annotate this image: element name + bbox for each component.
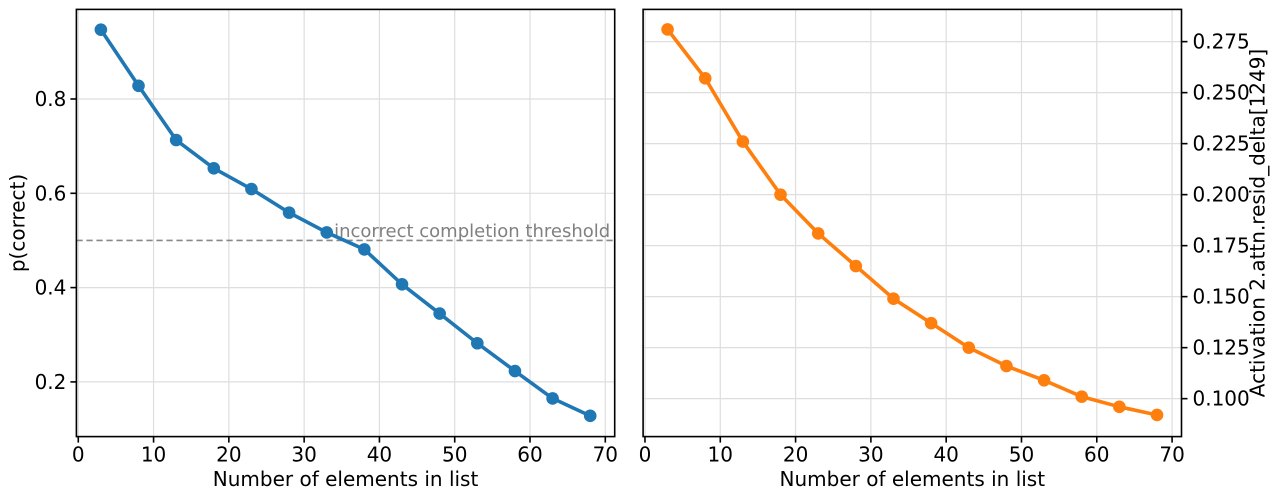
- x-tick-label: 50: [1009, 443, 1034, 467]
- threshold-label: incorrect completion threshold: [334, 221, 610, 242]
- series-line: [99, 27, 593, 418]
- data-point: [433, 307, 446, 320]
- y-tick-label: 0.250: [1193, 81, 1250, 105]
- y-tick-label: 0.100: [1193, 387, 1250, 411]
- data-point: [736, 135, 750, 148]
- x-tick-label: 50: [442, 443, 467, 467]
- x-tick-label: 30: [858, 443, 883, 467]
- x-tick-label: 40: [367, 443, 392, 467]
- data-point: [661, 23, 674, 36]
- right-chart: 0 10 20 30 40 50 60 70 0.100 0.125 0.150 0.175 0.200…: [639, 8, 1270, 491]
- x-tick-label: 70: [593, 443, 618, 467]
- data-point: [698, 72, 712, 85]
- x-axis-label: Number of elements in list: [780, 467, 1046, 491]
- data-point: [1113, 400, 1126, 414]
- data-point: [887, 292, 900, 305]
- data-point: [471, 336, 484, 350]
- x-axis-label: Number of elements in list: [213, 467, 479, 491]
- y-tick-label: 0.6: [35, 181, 67, 205]
- y-tick-label: 0.125: [1193, 336, 1250, 360]
- x-tick-label: 20: [783, 443, 808, 467]
- data-point: [358, 243, 371, 256]
- data-point: [508, 364, 522, 378]
- y-tick-label: 0.150: [1193, 285, 1250, 309]
- axes-spine: [642, 8, 1183, 438]
- data-point: [282, 206, 296, 219]
- x-tick-label: 0: [639, 443, 652, 467]
- data-point: [924, 316, 938, 330]
- x-tick-label: 30: [291, 443, 316, 467]
- x-tick-label: 60: [517, 443, 542, 467]
- data-point: [811, 227, 825, 240]
- data-point: [1075, 390, 1089, 403]
- y-tick-label: 0.225: [1193, 132, 1250, 156]
- data-point: [849, 259, 863, 273]
- data-point: [169, 133, 183, 147]
- series-line: [665, 27, 1159, 417]
- data-point: [395, 277, 409, 291]
- y-tick-label: 0.2: [35, 370, 67, 394]
- y-axis-label: p(correct): [5, 174, 29, 272]
- x-tick-label: 10: [141, 443, 166, 467]
- y-tick-label: 0.175: [1193, 234, 1250, 258]
- data-point: [1150, 408, 1164, 422]
- y-tick-label: 0.275: [1193, 30, 1250, 54]
- x-tick-label: 20: [216, 443, 241, 467]
- data-point: [207, 162, 221, 175]
- data-point: [245, 182, 258, 196]
- data-point: [546, 392, 559, 405]
- data-point: [1000, 359, 1013, 373]
- axes-spine: [75, 8, 616, 438]
- y-tick-label: 0.200: [1193, 183, 1250, 207]
- data-point: [962, 341, 976, 354]
- y-tick-label: 0.8: [35, 87, 67, 111]
- data-point: [1037, 373, 1051, 387]
- x-tick-label: 70: [1159, 443, 1184, 467]
- x-tick-label: 0: [72, 443, 85, 467]
- x-tick-label: 10: [708, 443, 733, 467]
- y-tick-label: 0.4: [35, 276, 67, 300]
- left-chart: incorrect completion threshold 0 10 20 30 40 5…: [5, 8, 618, 491]
- data-point: [583, 409, 597, 423]
- x-tick-label: 60: [1084, 443, 1109, 467]
- data-point: [320, 226, 334, 239]
- data-point: [774, 188, 787, 201]
- data-point: [132, 79, 145, 93]
- x-tick-label: 40: [933, 443, 958, 467]
- y-axis-label: Activation 2.attn.resid_delta[1249]: [1246, 49, 1270, 397]
- data-point: [94, 23, 108, 36]
